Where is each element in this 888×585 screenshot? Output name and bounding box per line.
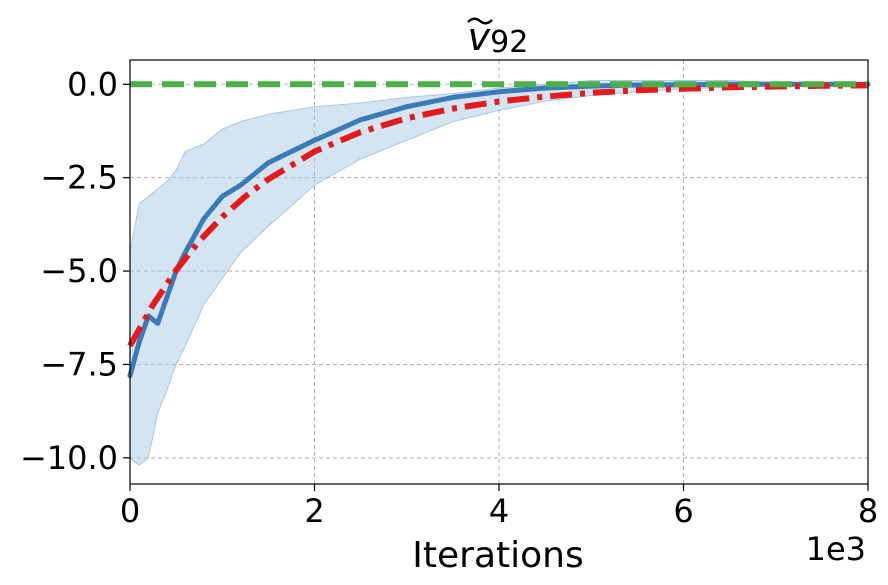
x-tick-label: 2 bbox=[304, 492, 324, 530]
title-tilde-mark bbox=[467, 17, 493, 25]
y-axis: 0.0 −2.5 −5.0 −7.5 −10.0 bbox=[20, 65, 130, 477]
line-layer bbox=[127, 81, 871, 379]
x-offset-label: 1e3 bbox=[806, 530, 866, 568]
x-tick-label: 6 bbox=[673, 492, 693, 530]
x-axis-label: Iterations bbox=[412, 535, 583, 576]
y-tick-label: −10.0 bbox=[20, 439, 118, 477]
x-tick-label: 4 bbox=[489, 492, 509, 530]
chart-title-base: v bbox=[468, 15, 491, 59]
x-axis: 0 2 4 6 8 bbox=[120, 484, 878, 530]
x-tick-label: 8 bbox=[858, 492, 878, 530]
x-tick-label: 0 bbox=[120, 492, 140, 530]
chart-title-sub: 92 bbox=[490, 25, 528, 60]
chart-title: v92 bbox=[468, 15, 529, 60]
y-tick-label: −5.0 bbox=[40, 252, 118, 290]
y-tick-label: −7.5 bbox=[40, 345, 118, 383]
y-tick-label: −2.5 bbox=[40, 159, 118, 197]
y-tick-label: 0.0 bbox=[67, 65, 118, 103]
series-line-fit bbox=[127, 82, 869, 348]
